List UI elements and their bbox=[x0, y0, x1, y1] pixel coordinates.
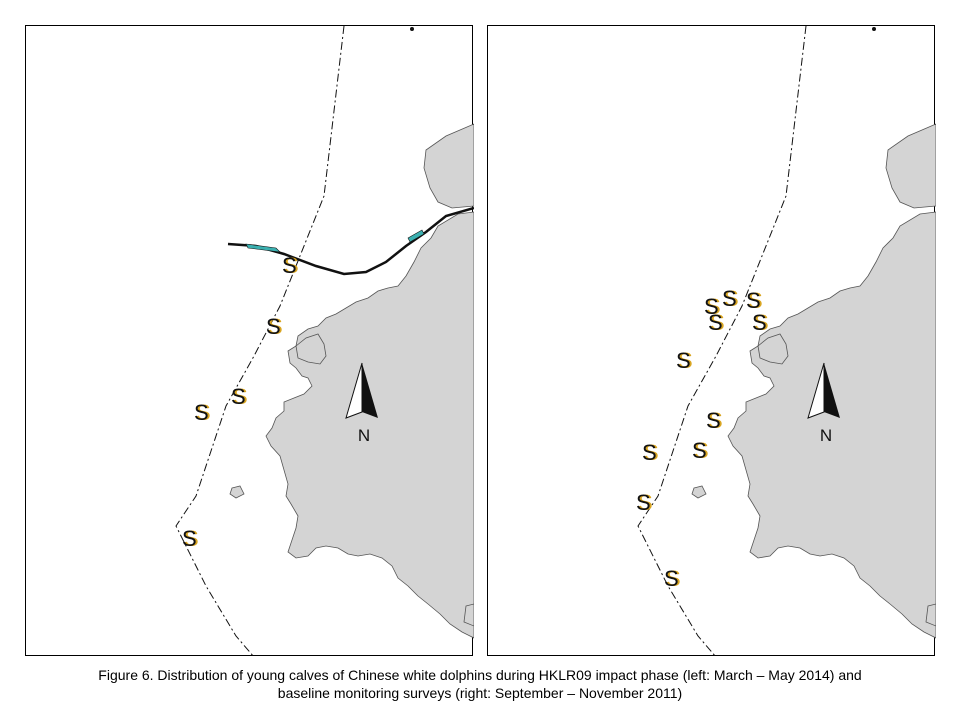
dolphin-calf-sighting: S S bbox=[182, 526, 199, 551]
svg-text:S: S bbox=[678, 348, 693, 373]
dolphin-calf-sighting: S S bbox=[692, 438, 709, 463]
svg-text:S: S bbox=[746, 288, 761, 313]
map-panel-right: N S S S S S S S S S S S bbox=[487, 25, 936, 657]
bridge-section-east bbox=[407, 229, 425, 243]
coastal-islet-south bbox=[925, 603, 936, 627]
svg-text:S: S bbox=[694, 438, 709, 463]
dolphin-calf-sighting: S S bbox=[704, 294, 721, 319]
caption-line-1: Figure 6. Distribution of young calves o… bbox=[98, 667, 862, 683]
sightings-right: S S S S S S S S S S S S bbox=[636, 286, 769, 591]
svg-text:S: S bbox=[706, 294, 721, 319]
svg-text:S: S bbox=[266, 314, 281, 339]
dolphin-calf-sighting: S S bbox=[664, 566, 681, 591]
svg-text:S: S bbox=[282, 253, 297, 278]
island-landmass bbox=[265, 211, 474, 639]
marine-boundary-line bbox=[175, 26, 345, 657]
small-peninsula bbox=[295, 333, 327, 365]
dolphin-calf-sighting: S S bbox=[676, 348, 693, 373]
svg-text:S: S bbox=[636, 490, 651, 515]
svg-text:S: S bbox=[708, 310, 723, 335]
north-arrow-label: N bbox=[358, 426, 370, 445]
dolphin-calf-sighting: S S bbox=[194, 400, 211, 425]
svg-text:S: S bbox=[664, 566, 679, 591]
dolphin-calf-sighting: S S bbox=[282, 253, 299, 278]
svg-text:S: S bbox=[708, 408, 723, 433]
coastal-islet-south bbox=[463, 603, 474, 627]
map-marker-dot bbox=[410, 27, 414, 31]
islet bbox=[691, 485, 707, 499]
northern-landmass bbox=[885, 123, 936, 209]
svg-text:S: S bbox=[748, 288, 763, 313]
marine-boundary-line bbox=[637, 26, 807, 657]
dolphin-calf-sighting: S S bbox=[642, 440, 659, 465]
bridge-section-west bbox=[245, 243, 281, 253]
svg-text:S: S bbox=[754, 310, 769, 335]
dolphin-calf-sighting: S S bbox=[636, 490, 653, 515]
svg-text:S: S bbox=[268, 314, 283, 339]
svg-text:S: S bbox=[704, 294, 719, 319]
svg-text:S: S bbox=[284, 253, 299, 278]
svg-text:S: S bbox=[692, 438, 707, 463]
svg-text:S: S bbox=[182, 526, 197, 551]
map-canvas-left: N S S S S S S S S S S bbox=[175, 26, 474, 657]
svg-text:S: S bbox=[710, 310, 725, 335]
svg-text:S: S bbox=[666, 566, 681, 591]
north-arrow: N bbox=[807, 362, 840, 445]
figure-caption: Figure 6. Distribution of young calves o… bbox=[0, 666, 960, 702]
north-arrow: N bbox=[345, 362, 378, 445]
northern-landmass bbox=[423, 123, 474, 209]
svg-text:S: S bbox=[196, 400, 211, 425]
svg-text:S: S bbox=[722, 286, 737, 311]
dolphin-calf-sighting: S S bbox=[708, 310, 725, 335]
map-canvas-right: N S S S S S S S S S S S bbox=[636, 26, 936, 657]
dolphin-calf-sighting: S S bbox=[722, 286, 739, 311]
small-peninsula bbox=[757, 333, 789, 365]
svg-text:S: S bbox=[231, 384, 246, 409]
dolphin-calf-sighting: S S bbox=[231, 384, 248, 409]
svg-text:S: S bbox=[233, 384, 248, 409]
svg-text:S: S bbox=[644, 440, 659, 465]
svg-text:S: S bbox=[676, 348, 691, 373]
svg-text:S: S bbox=[642, 440, 657, 465]
sightings-left: S S S S S S S S S S bbox=[182, 253, 299, 551]
svg-text:S: S bbox=[194, 400, 209, 425]
svg-text:S: S bbox=[184, 526, 199, 551]
svg-text:S: S bbox=[706, 408, 721, 433]
svg-text:S: S bbox=[638, 490, 653, 515]
dolphin-calf-sighting: S S bbox=[752, 310, 769, 335]
island-landmass bbox=[727, 211, 936, 639]
north-arrow-label: N bbox=[820, 426, 832, 445]
map-panel-left: N S S S S S S S S S S bbox=[25, 25, 474, 657]
dolphin-calf-sighting: S S bbox=[706, 408, 723, 433]
svg-text:S: S bbox=[724, 286, 739, 311]
svg-text:S: S bbox=[752, 310, 767, 335]
map-marker-dot bbox=[872, 27, 876, 31]
caption-line-2: baseline monitoring surveys (right: Sept… bbox=[277, 685, 683, 701]
dolphin-calf-sighting: S S bbox=[266, 314, 283, 339]
dolphin-calf-sighting: S S bbox=[746, 288, 763, 313]
islet bbox=[229, 485, 245, 499]
